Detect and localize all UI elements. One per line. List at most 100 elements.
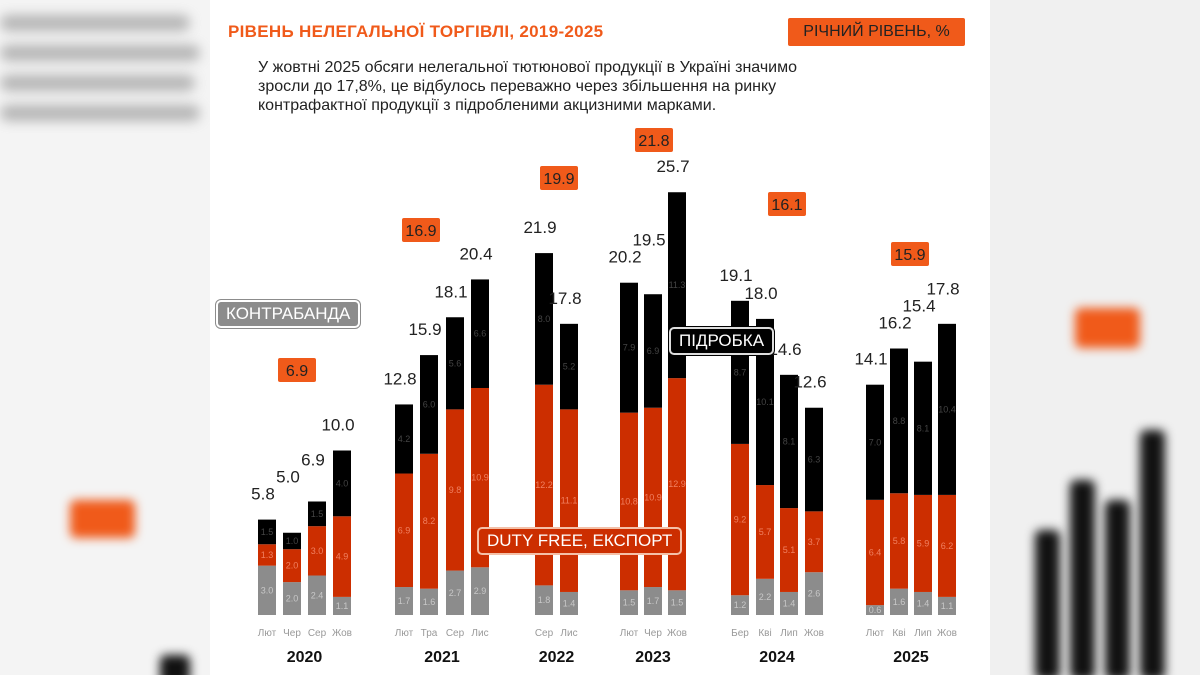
month-tick-label: Лис — [560, 628, 577, 639]
segment-value-label: 6.3 — [808, 455, 821, 465]
bar-segment-duty-free — [308, 526, 326, 576]
annual-rate-label: 19.9 — [543, 171, 574, 188]
segment-value-label: 6.4 — [869, 547, 882, 557]
bar-segment-duty-free — [258, 544, 276, 566]
segment-value-label: 6.9 — [647, 346, 660, 356]
month-tick-label: Лют — [866, 628, 885, 639]
annual-rate-badge — [891, 242, 929, 266]
bar-segment-counterfeit — [560, 323, 578, 410]
month-tick-label: Тра — [421, 628, 438, 639]
segment-value-label: 4.2 — [398, 434, 411, 444]
bar-segment-contraband — [283, 582, 301, 615]
bar-segment-duty-free — [731, 443, 749, 596]
segment-value-label: 5.2 — [563, 362, 576, 372]
bar-segment-contraband — [914, 591, 932, 615]
bar-total-label: 6.9 — [301, 451, 325, 470]
month-tick-label: Лют — [395, 628, 414, 639]
segment-value-label: 5.1 — [783, 545, 796, 555]
bar-segment-contraband — [258, 565, 276, 615]
segment-value-label: 3.7 — [808, 537, 821, 547]
bar-segment-duty-free — [756, 485, 774, 579]
segment-value-label: 1.4 — [917, 598, 930, 608]
bar-segment-duty-free — [333, 516, 351, 597]
bar-total-label: 5.8 — [251, 485, 275, 504]
segment-value-label: 7.0 — [869, 437, 882, 447]
bar-segment-counterfeit — [644, 294, 662, 408]
bar-segment-contraband — [446, 570, 464, 615]
chart-title: РІВЕНЬ НЕЛЕГАЛЬНОЇ ТОРГІВЛІ, 2019-2025 — [228, 22, 604, 41]
bar-segment-counterfeit — [446, 317, 464, 410]
annual-rate-label: 16.9 — [405, 223, 436, 240]
bar-segment-counterfeit — [805, 407, 823, 512]
bar-segment-contraband — [308, 575, 326, 615]
bar-total-label: 5.0 — [276, 468, 300, 487]
bar-segment-duty-free — [283, 549, 301, 583]
bar-segment-contraband — [535, 585, 553, 615]
segment-value-label: 2.9 — [474, 586, 487, 596]
year-label: 2021 — [424, 649, 460, 666]
month-tick-label: Жов — [937, 628, 957, 639]
segment-value-label: 1.2 — [734, 600, 747, 610]
month-tick-label: Сер — [308, 628, 327, 639]
bar-total-label: 17.8 — [926, 280, 959, 299]
segment-value-label: 8.7 — [734, 367, 747, 377]
segment-value-label: 6.9 — [398, 525, 411, 535]
bar-total-label: 20.2 — [608, 248, 641, 267]
month-tick-label: Кві — [892, 628, 905, 639]
month-tick-label: Сер — [446, 628, 465, 639]
annual-rate-label: 21.8 — [638, 133, 669, 150]
segment-value-label: 5.9 — [917, 538, 930, 548]
bar-total-label: 21.9 — [523, 218, 556, 237]
segment-value-label: 2.0 — [286, 561, 299, 571]
segment-value-label: 8.1 — [783, 436, 796, 446]
bar-segment-counterfeit — [283, 532, 301, 550]
segment-value-label: 1.4 — [563, 598, 576, 608]
bar-segment-counterfeit — [890, 348, 908, 494]
bar-total-label: 15.9 — [408, 320, 441, 339]
bar-segment-duty-free — [446, 409, 464, 571]
segment-value-label: 5.8 — [893, 536, 906, 546]
bar-segment-contraband — [756, 578, 774, 615]
month-tick-label: Лют — [258, 628, 277, 639]
legend-contraband: КОНТРАБАНДА — [216, 300, 361, 328]
bar-segment-counterfeit — [914, 361, 932, 495]
segment-value-label: 1.7 — [647, 596, 660, 606]
bar-total-label: 25.7 — [656, 157, 689, 176]
segment-value-label: 1.3 — [261, 550, 274, 560]
bar-segment-counterfeit — [333, 450, 351, 517]
segment-value-label: 10.1 — [756, 397, 774, 407]
bar-segment-contraband — [560, 591, 578, 615]
bar-segment-duty-free — [890, 493, 908, 589]
bar-total-label: 14.6 — [768, 340, 801, 359]
month-tick-label: Лют — [620, 628, 639, 639]
year-label: 2023 — [635, 649, 671, 666]
bar-segment-contraband — [395, 587, 413, 615]
bar-segment-contraband — [938, 596, 956, 615]
year-label: 2022 — [539, 649, 575, 666]
segment-value-label: 3.0 — [311, 546, 324, 556]
year-label: 2024 — [759, 649, 795, 666]
bar-total-label: 15.4 — [902, 297, 935, 316]
segment-value-label: 10.9 — [471, 473, 489, 483]
bar-total-label: 14.1 — [854, 350, 887, 369]
annual-rate-badge — [540, 166, 578, 190]
bar-segment-counterfeit — [780, 374, 798, 509]
month-tick-label: Жов — [332, 628, 352, 639]
segment-value-label: 11.1 — [561, 496, 578, 506]
month-tick-label: Жов — [804, 628, 824, 639]
segment-value-label: 8.1 — [917, 423, 930, 433]
bar-segment-contraband — [333, 596, 351, 615]
bar-segment-duty-free — [420, 453, 438, 589]
segment-value-label: 5.6 — [449, 358, 462, 368]
bar-segment-contraband — [890, 588, 908, 615]
segment-value-label: 1.5 — [671, 598, 684, 608]
segment-value-label: 2.4 — [311, 590, 324, 600]
legend-counterfeit: ПІДРОБКА — [669, 327, 775, 355]
bar-total-label: 10.0 — [321, 416, 354, 435]
bar-segment-counterfeit — [308, 501, 326, 527]
bar-segment-counterfeit — [866, 384, 884, 500]
segment-value-label: 8.2 — [423, 516, 436, 526]
bar-segment-duty-free — [395, 473, 413, 588]
segment-value-label: 1.6 — [893, 597, 906, 607]
